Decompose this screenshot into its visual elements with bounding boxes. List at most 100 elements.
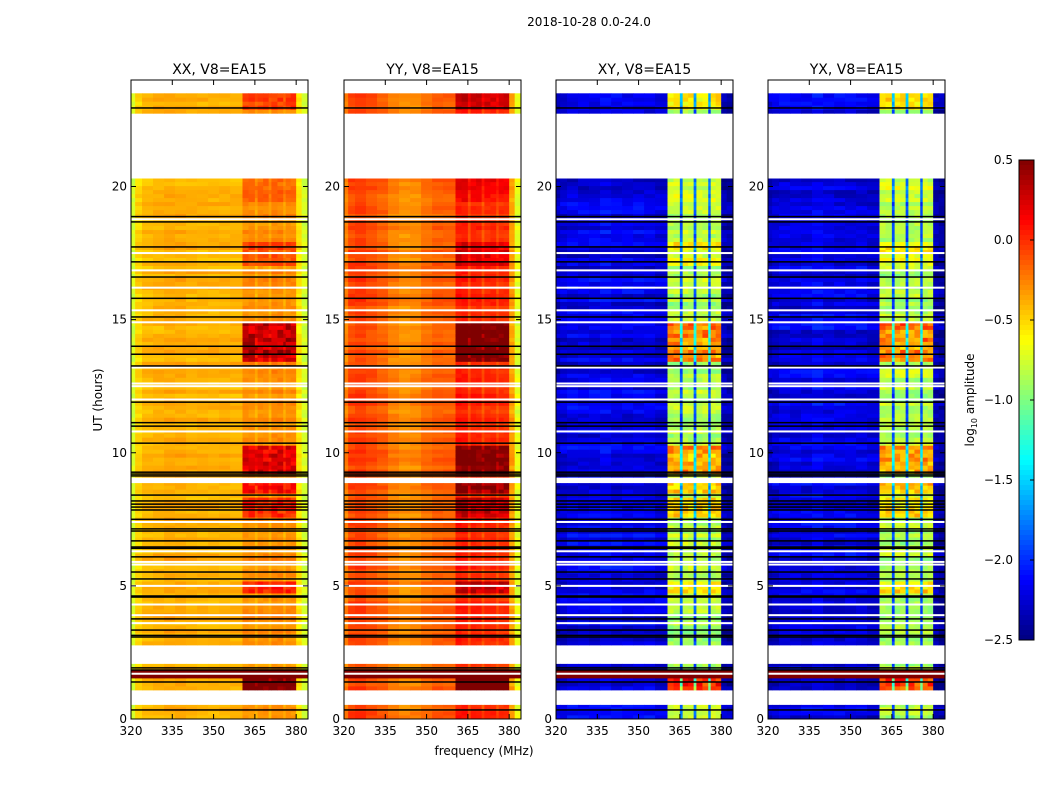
heatmap-cell xyxy=(164,361,175,365)
heatmap-cell xyxy=(302,349,309,353)
heatmap-cell xyxy=(468,437,471,441)
flagged-row-line xyxy=(131,246,308,248)
heatmap-cell xyxy=(197,333,208,337)
heatmap-cell xyxy=(286,101,291,105)
heatmap-cell xyxy=(291,302,297,306)
heatmap-cell xyxy=(388,589,399,593)
heatmap-cell xyxy=(482,405,485,409)
heatmap-cell xyxy=(432,705,443,708)
heatmap-cell xyxy=(242,433,248,437)
heatmap-cell xyxy=(142,306,153,310)
x-tick-label: 380 xyxy=(285,724,308,738)
heatmap-cell xyxy=(482,609,485,613)
heatmap-cell xyxy=(296,282,302,286)
heatmap-cell xyxy=(131,664,136,667)
heatmap-cell xyxy=(286,565,291,569)
heatmap-cell xyxy=(421,589,432,593)
heatmap-cell xyxy=(249,242,256,246)
heatmap-cell xyxy=(271,533,277,537)
heatmap-cell xyxy=(302,711,309,715)
heatmap-cell xyxy=(410,437,421,441)
heatmap-cell xyxy=(504,589,510,593)
heatmap-cell xyxy=(271,711,277,715)
heatmap-cell xyxy=(286,182,291,186)
heatmap-cell xyxy=(296,449,302,453)
heatmap-cell xyxy=(135,445,142,449)
heatmap-cell xyxy=(142,109,153,113)
heatmap-cell xyxy=(153,190,164,194)
heatmap-cell xyxy=(269,210,272,214)
heatmap-cell xyxy=(269,413,272,417)
heatmap-cell xyxy=(186,377,197,381)
heatmap-cell xyxy=(208,230,219,234)
heatmap-cell xyxy=(219,206,230,210)
heatmap-cell xyxy=(208,389,219,393)
heatmap-cell xyxy=(490,565,496,569)
heatmap-cell xyxy=(355,449,366,453)
heatmap-cell xyxy=(462,533,469,537)
heatmap-cell xyxy=(355,483,366,486)
heatmap-cell xyxy=(277,109,283,113)
heatmap-cell xyxy=(269,409,272,413)
heatmap-cell xyxy=(277,182,283,186)
heatmap-cell xyxy=(388,449,399,453)
heatmap-cell xyxy=(164,325,175,329)
heatmap-cell xyxy=(476,711,482,715)
y-tick-label: 10 xyxy=(112,446,127,460)
heatmap-cell xyxy=(484,641,490,645)
heatmap-cell xyxy=(258,361,264,365)
heatmap-cell xyxy=(421,664,432,667)
heatmap-cell xyxy=(219,533,230,537)
heatmap-cell xyxy=(482,489,485,493)
heatmap-cell xyxy=(490,485,496,489)
heatmap-cell xyxy=(249,206,256,210)
heatmap-cell xyxy=(504,461,510,465)
heatmap-cell xyxy=(131,97,136,101)
heatmap-cell xyxy=(504,541,510,545)
heatmap-cell xyxy=(348,541,355,545)
heatmap-cell xyxy=(348,705,355,708)
heatmap-cell xyxy=(249,230,256,234)
heatmap-cell xyxy=(291,97,297,101)
heatmap-cell xyxy=(269,325,272,329)
heatmap-cell xyxy=(296,206,302,210)
heatmap-cell xyxy=(230,373,243,377)
heatmap-cell xyxy=(269,278,272,282)
heatmap-cell xyxy=(258,513,264,517)
flagged-row-line xyxy=(131,667,308,669)
heatmap-cell xyxy=(302,393,309,397)
heatmap-cell xyxy=(230,266,243,270)
heatmap-cell xyxy=(277,294,283,298)
heatmap-cell xyxy=(186,254,197,258)
heatmap-cell xyxy=(153,413,164,417)
heatmap-cell xyxy=(164,266,175,270)
heatmap-cell xyxy=(302,605,309,609)
heatmap-cell xyxy=(186,417,197,421)
heatmap-cell xyxy=(197,97,208,101)
heatmap-cell xyxy=(271,329,277,333)
heatmap-cell xyxy=(263,361,269,365)
heatmap-cell xyxy=(504,449,510,453)
heatmap-cell xyxy=(186,541,197,545)
heatmap-cell xyxy=(153,317,164,321)
heatmap-cell xyxy=(142,513,153,517)
heatmap-cell xyxy=(263,413,269,417)
flagged-row-line xyxy=(131,442,308,444)
heatmap-cell xyxy=(355,405,366,409)
heatmap-cell xyxy=(443,437,456,441)
heatmap-cell xyxy=(255,361,258,365)
heatmap-cell xyxy=(291,686,297,690)
flagged-row-line xyxy=(131,519,308,521)
heatmap-cell xyxy=(164,182,175,186)
heatmap-cell xyxy=(286,453,291,457)
heatmap-cell xyxy=(219,202,230,206)
heatmap-cell xyxy=(499,461,504,465)
heatmap-cell xyxy=(219,329,230,333)
heatmap-cell xyxy=(208,302,219,306)
heatmap-cell xyxy=(186,605,197,609)
heatmap-cell xyxy=(476,609,482,613)
heatmap-cell xyxy=(242,234,248,238)
heatmap-cell xyxy=(242,337,248,341)
heatmap-cell xyxy=(131,266,136,270)
heatmap-cell xyxy=(219,513,230,517)
